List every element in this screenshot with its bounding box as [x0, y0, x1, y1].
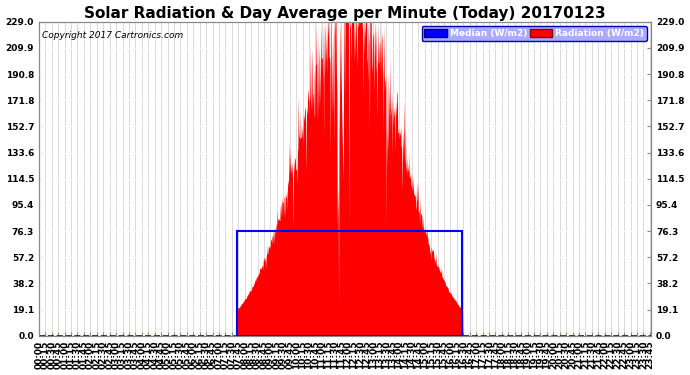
Legend: Median (W/m2), Radiation (W/m2): Median (W/m2), Radiation (W/m2): [422, 26, 647, 41]
Bar: [237, 231, 462, 336]
Text: Copyright 2017 Cartronics.com: Copyright 2017 Cartronics.com: [42, 31, 184, 40]
Title: Solar Radiation & Day Average per Minute (Today) 20170123: Solar Radiation & Day Average per Minute…: [84, 6, 606, 21]
